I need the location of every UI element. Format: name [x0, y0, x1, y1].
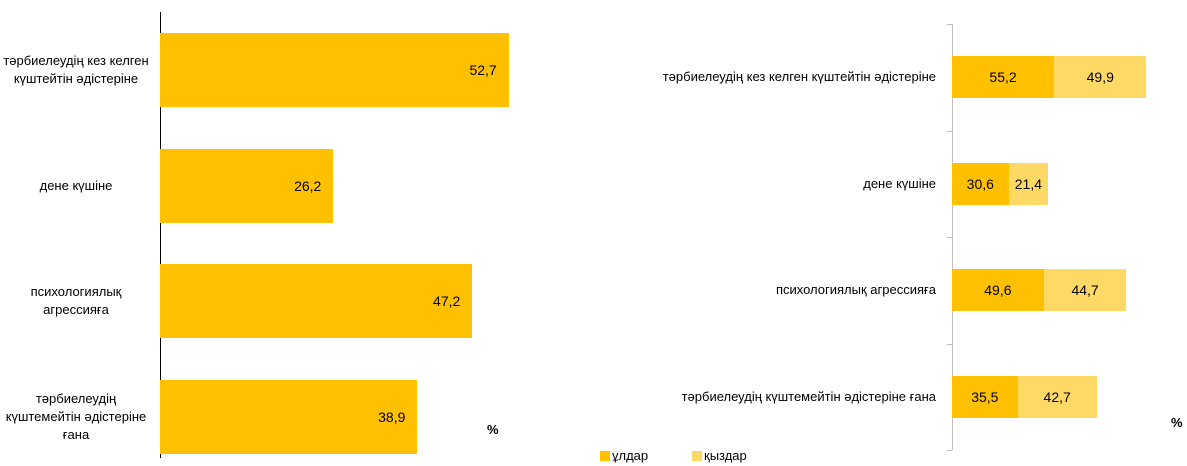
value-label: 44,7 [1071, 282, 1099, 299]
legend-swatch [692, 451, 702, 461]
value-label: 21,4 [1014, 175, 1043, 192]
value-label: 35,5 [971, 388, 999, 405]
value-label: 49,9 [1086, 69, 1114, 86]
value-label: 52,7 [469, 61, 497, 78]
category-label: психологиялық агрессияға [30, 284, 122, 318]
value-label: 30,6 [966, 175, 994, 192]
category-label: тәрбиелеудің күштемейтін әдістеріне ғана [5, 390, 147, 442]
value-label: 42,7 [1043, 388, 1071, 405]
category-label: тәрбиелеудің күштемейтін әдістеріне ғана [681, 388, 936, 404]
category-label: дене күшіне [863, 175, 936, 191]
unit-label: % [487, 422, 499, 437]
bar-segment [952, 56, 1055, 99]
legend-label: қыздар [704, 448, 747, 463]
axis-tick [947, 450, 952, 451]
category-label: психологиялық агрессияға [775, 282, 936, 298]
bar-segment [1017, 375, 1097, 418]
axis-tick [947, 237, 952, 238]
bar-segment [952, 162, 1009, 205]
category-label: дене күшіне [39, 177, 113, 193]
axis-line [160, 12, 161, 458]
bar [160, 264, 473, 339]
axis-tick [947, 24, 952, 25]
bar-segment [952, 375, 1018, 418]
bar [160, 148, 334, 223]
axis-tick [947, 130, 952, 132]
bar-segment [1043, 269, 1127, 312]
category-label: тәрбиелеудің кез келген күштейтін әдісте… [3, 52, 149, 86]
value-label: 38,9 [378, 408, 406, 425]
bar [160, 379, 418, 454]
bar [160, 32, 509, 107]
value-label: 26,2 [294, 177, 322, 194]
value-label: 47,2 [433, 293, 461, 310]
axis-line [952, 24, 953, 450]
bar-segment [952, 269, 1044, 312]
unit-label: % [1171, 415, 1183, 430]
value-label: 55,2 [989, 69, 1017, 86]
axis-tick [947, 343, 952, 345]
category-label: тәрбиелеудің кез келген күштейтін әдісте… [662, 69, 936, 85]
bar-segment [1008, 162, 1049, 205]
value-label: 49,6 [984, 282, 1012, 299]
legend-label: ұлдар [612, 448, 649, 463]
legend-swatch [600, 451, 610, 461]
bar-segment [1054, 56, 1147, 99]
